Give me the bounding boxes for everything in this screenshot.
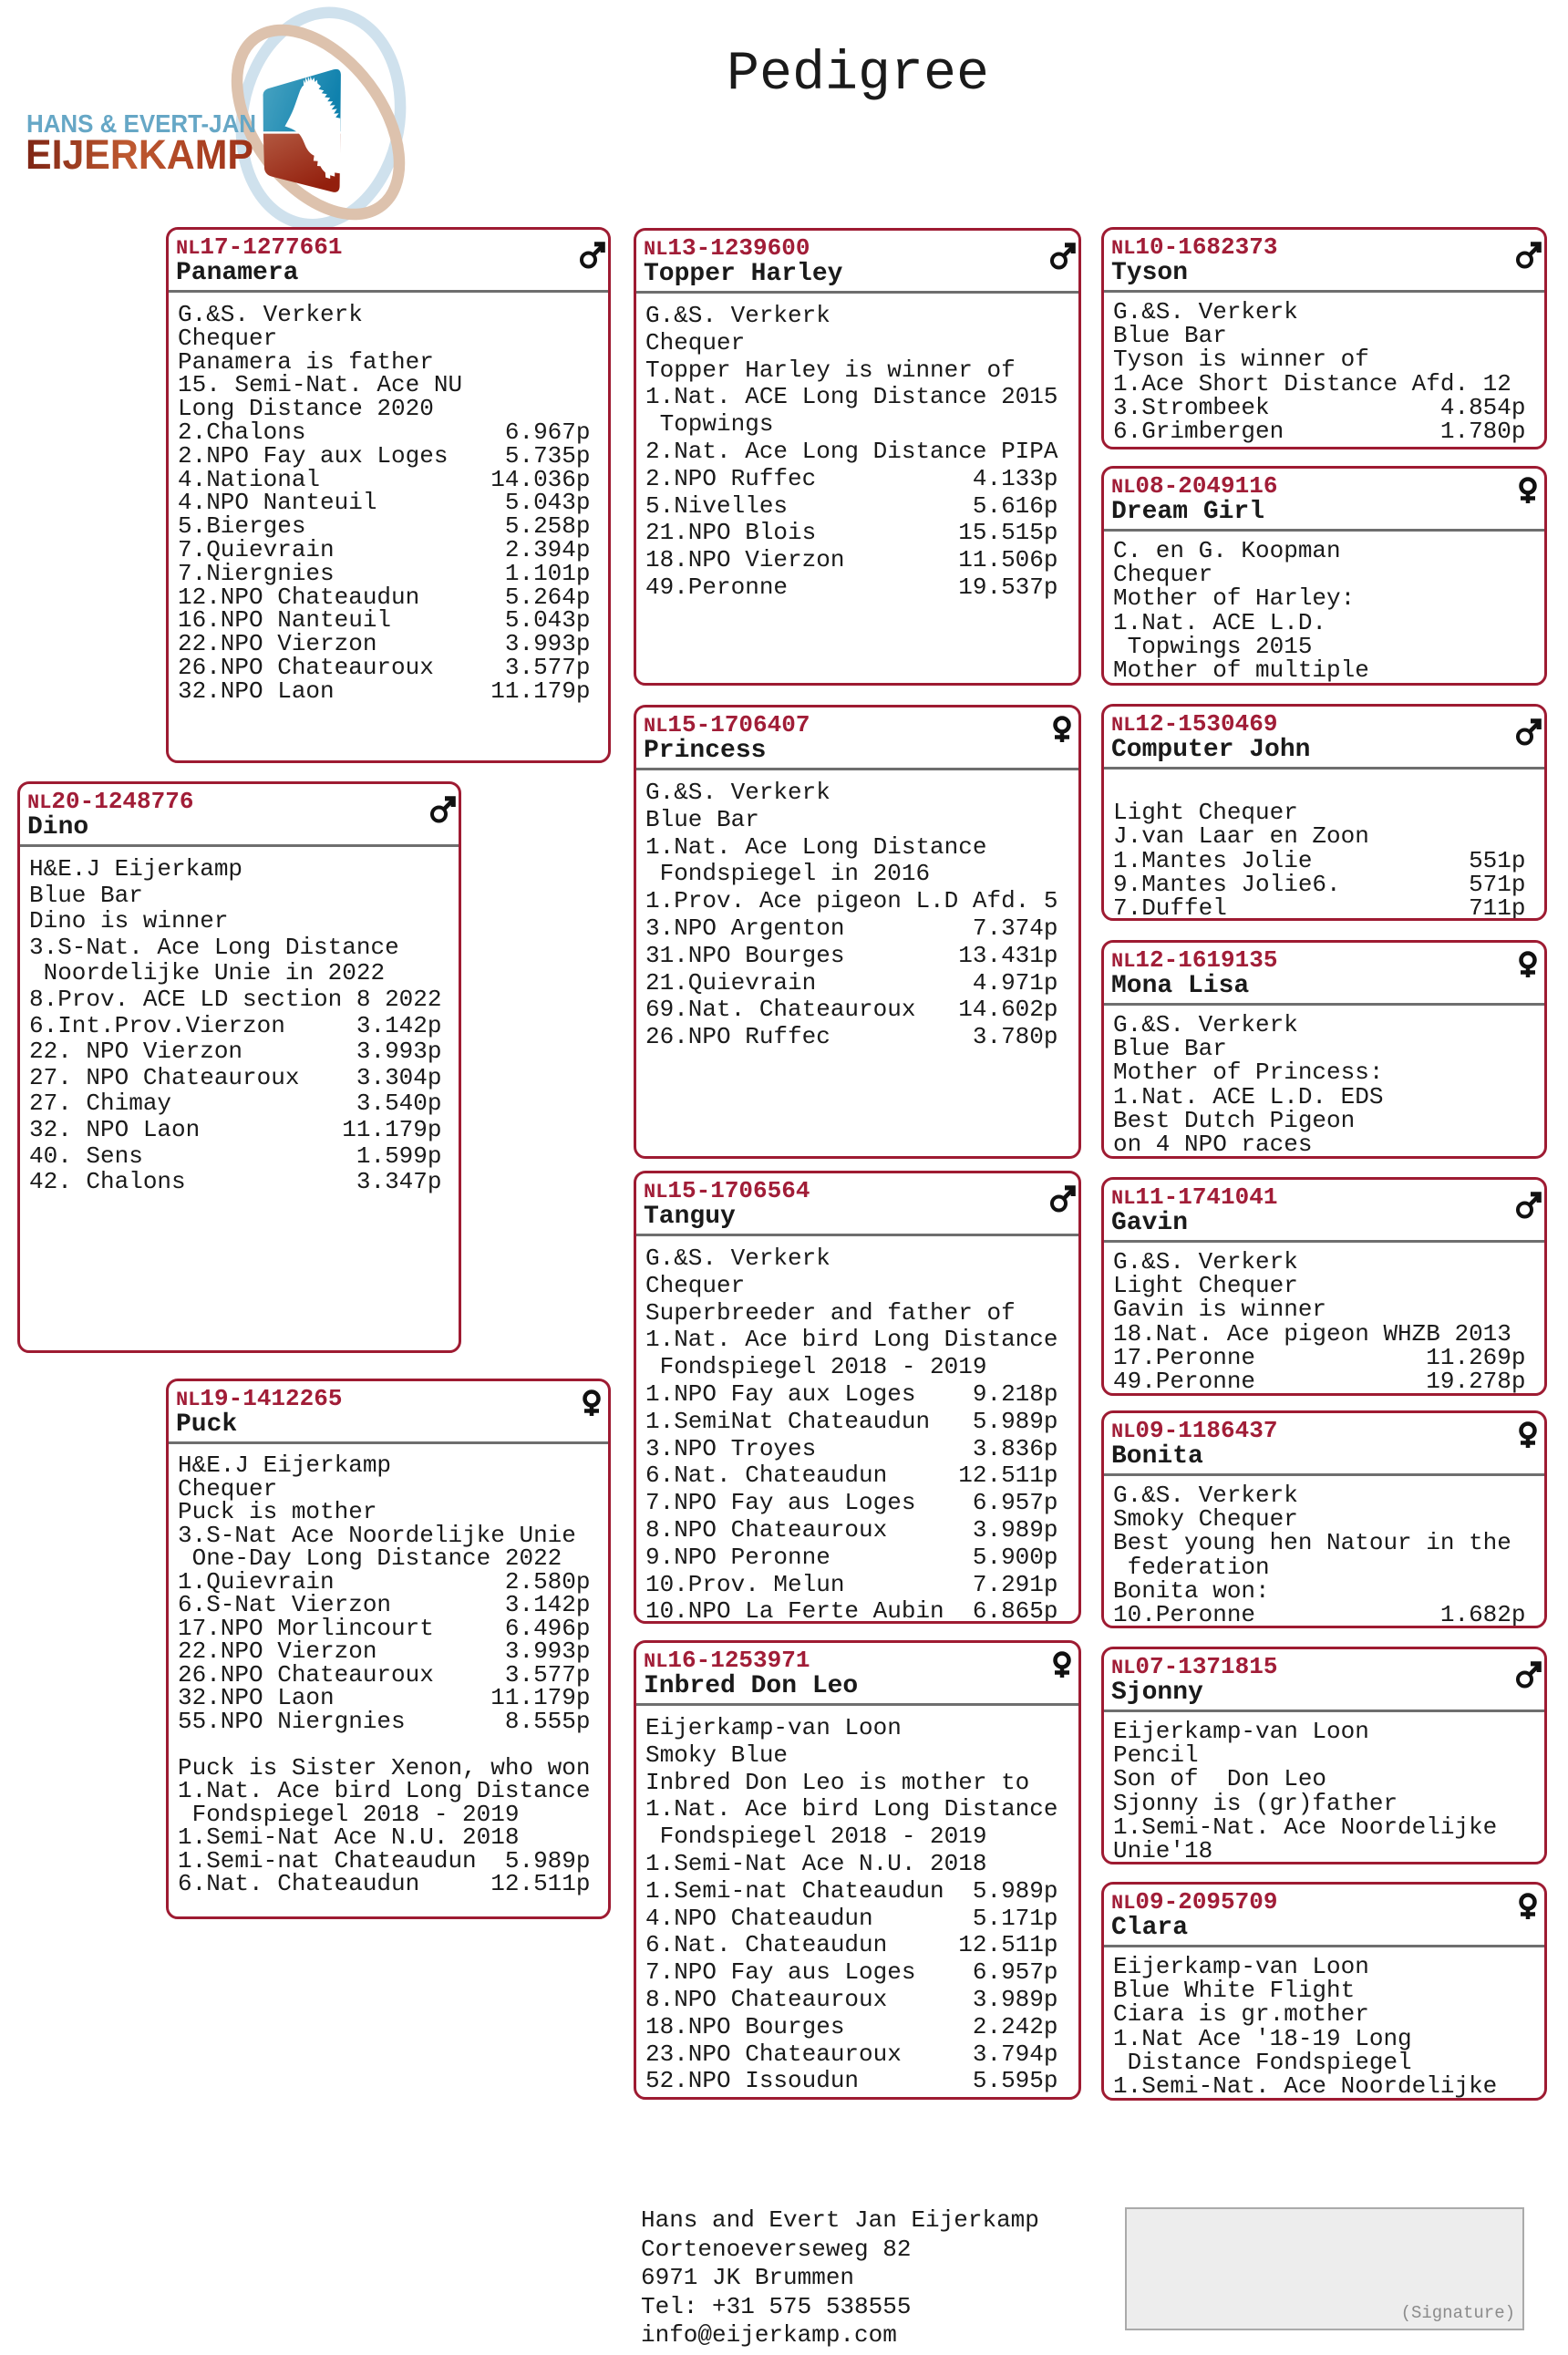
svg-text:HANS & EVERT-JAN: HANS & EVERT-JAN: [26, 109, 256, 138]
svg-text:EIJERKAMP: EIJERKAMP: [26, 131, 253, 178]
